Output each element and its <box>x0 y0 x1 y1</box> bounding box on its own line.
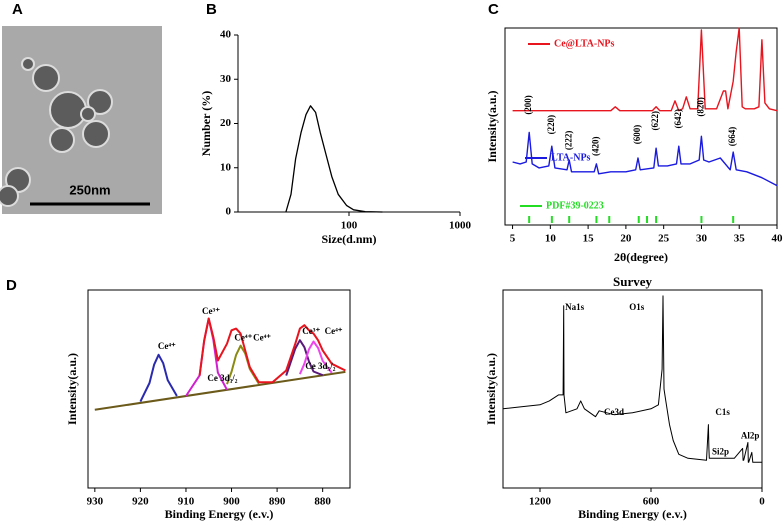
x-tick-label: 1000 <box>449 220 472 232</box>
particle <box>49 127 75 153</box>
annotation: (420) <box>590 137 600 157</box>
particle <box>82 120 110 148</box>
annotation: Ce⁴⁺ <box>158 341 176 351</box>
x-tick-label: 600 <box>643 496 660 508</box>
particle <box>87 89 113 115</box>
y-tick-label: 40 <box>220 29 232 41</box>
annotation: Ce³⁺ <box>202 306 220 316</box>
x-tick-label: 910 <box>178 496 195 508</box>
x-tick-label: 5 <box>510 233 516 245</box>
scale-bar-label: 250nm <box>69 182 110 197</box>
x-tick-label: 930 <box>87 496 104 508</box>
annotation: (222) <box>563 131 573 151</box>
y-axis-label: Intensity(a.u.) <box>485 90 499 162</box>
x-axis-label: Binding Energy (e.v.) <box>165 507 274 521</box>
data-line <box>198 317 346 384</box>
y-tick-label: 0 <box>226 206 232 218</box>
annotation: Al2p <box>741 431 760 441</box>
x-axis-label: Binding Energy (e.v.) <box>578 507 687 521</box>
data-line <box>512 131 778 187</box>
y-tick-label: 20 <box>220 117 232 129</box>
annotation: Ce⁴⁺ <box>253 333 271 343</box>
x-tick-label: 35 <box>734 233 746 245</box>
panel-label: C <box>488 1 499 18</box>
particle <box>0 185 19 207</box>
x-tick-label: 20 <box>620 233 632 245</box>
panel-label: B <box>206 1 217 18</box>
annotation: Ce⁴⁺ <box>325 326 343 336</box>
x-axis-label: Size(d.nm) <box>322 232 377 246</box>
annotation: Ce3d <box>604 407 624 417</box>
panel-label: D <box>6 277 17 294</box>
annotation: O1s <box>629 302 645 312</box>
panel-label: A <box>12 1 23 18</box>
annotation: (642) <box>673 109 683 129</box>
annotation: (200) <box>523 95 533 115</box>
annotation: C1s <box>715 407 730 417</box>
annotation: Na1s <box>565 302 584 312</box>
data-line <box>285 339 324 377</box>
x-tick-label: 10 <box>545 233 557 245</box>
annotation: Ce³⁺ <box>302 326 320 336</box>
x-axis-label: 2θ(degree) <box>614 250 668 264</box>
data-line <box>94 370 346 411</box>
data-line <box>298 340 333 375</box>
x-tick-label: 890 <box>269 496 286 508</box>
data-line <box>139 353 178 403</box>
legend-label: PDF#39-0223 <box>546 200 604 211</box>
annotation: (820) <box>696 97 706 117</box>
x-tick-label: 40 <box>772 233 784 245</box>
annotation: Si2p <box>712 446 729 456</box>
particle <box>49 91 87 129</box>
particles <box>0 57 113 207</box>
data-line <box>512 27 778 112</box>
plot-frame <box>87 289 351 489</box>
annotation: (220) <box>546 115 556 135</box>
x-tick-label: 30 <box>696 233 708 245</box>
x-tick-label: 0 <box>759 496 765 508</box>
x-tick-label: 100 <box>341 220 358 232</box>
x-tick-label: 880 <box>314 496 331 508</box>
y-tick-label: 10 <box>220 161 232 173</box>
plot-frame <box>502 289 763 489</box>
data-line <box>285 105 383 213</box>
legend-label: Ce@LTA-NPs <box>554 38 615 49</box>
x-tick-label: 15 <box>583 233 595 245</box>
particle <box>21 57 35 71</box>
y-axis-label: Intensity(a.u.) <box>484 353 498 425</box>
particle <box>80 106 96 122</box>
data-line <box>502 295 762 463</box>
x-tick-label: 1200 <box>529 496 552 508</box>
legend-label: LTA-NPs <box>551 152 591 163</box>
annotation: Ce 3d₃/₂ <box>207 373 237 383</box>
chart-title: Survey <box>613 274 653 289</box>
y-axis-label: Number (%) <box>199 91 213 156</box>
annotation: (622) <box>650 111 660 131</box>
plot-frame <box>504 27 778 226</box>
y-tick-label: 30 <box>220 73 232 85</box>
annotation: (600) <box>632 125 642 145</box>
annotation: Ce⁴⁺ <box>234 333 252 343</box>
micrograph: 250nm <box>0 26 162 214</box>
y-axis-label: Intensity(a.u.) <box>65 353 79 425</box>
particle <box>32 64 60 92</box>
x-tick-label: 920 <box>132 496 149 508</box>
x-tick-label: 25 <box>658 233 670 245</box>
annotation: (664) <box>727 127 737 147</box>
x-tick-label: 900 <box>223 496 240 508</box>
annotation: Ce 3d₅/₂ <box>305 361 335 371</box>
